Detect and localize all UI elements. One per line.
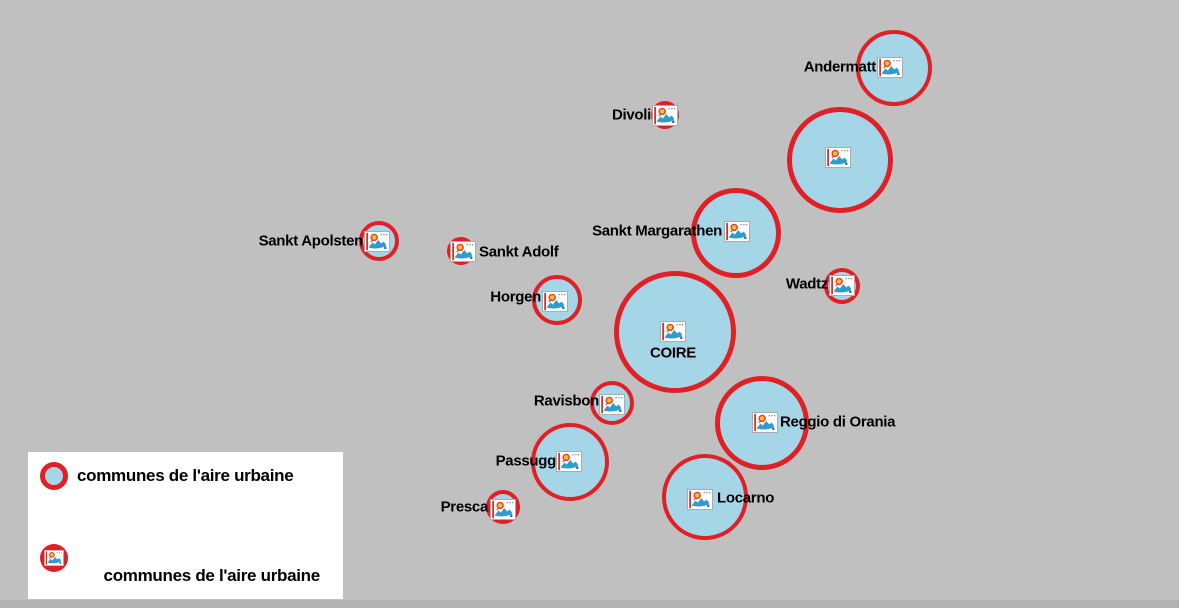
broken-image-icon xyxy=(877,56,903,78)
broken-image-icon xyxy=(542,290,568,312)
commune-label-andermatt: Andermatt xyxy=(803,58,877,76)
bottom-bar xyxy=(0,600,1179,608)
commune-label-divoli: Divoli xyxy=(611,106,651,124)
commune-label-reggio-di-orania: Reggio di Orania xyxy=(780,413,896,431)
broken-image-icon xyxy=(556,450,582,472)
commune-label-horgen: Horgen xyxy=(490,288,541,306)
legend: communes de l'aire urbaine communes de l… xyxy=(28,452,343,599)
commune-label-wadtz: Wadtz xyxy=(785,275,828,293)
broken-image-icon xyxy=(490,498,516,520)
broken-image-icon xyxy=(652,104,678,126)
commune-label-presca: Presca xyxy=(440,498,489,516)
broken-image-icon xyxy=(829,274,855,296)
commune-label-passugg: Passugg xyxy=(495,452,557,470)
legend-item-label: communes de l'aire urbaine xyxy=(77,466,294,485)
commune-label-coire: COIRE xyxy=(649,344,697,362)
commune-label-locarno: Locarno xyxy=(717,489,775,507)
commune-label-ravisbon: Ravisbon xyxy=(533,392,599,410)
broken-image-icon xyxy=(660,320,686,342)
legend-line: communes de l'aire urbaine xyxy=(103,566,321,585)
broken-image-icon xyxy=(450,240,476,262)
commune-label-sankt-margarathen: Sankt Margarathen xyxy=(592,222,722,240)
broken-image-icon xyxy=(752,411,778,433)
broken-image-icon xyxy=(687,488,713,510)
broken-image-icon xyxy=(364,230,390,252)
legend-item-label: communes de l'aire urbaine faisant parti… xyxy=(77,544,321,608)
broken-image-icon xyxy=(44,550,64,566)
broken-image-icon xyxy=(599,393,625,415)
broken-image-icon xyxy=(825,146,851,168)
legend-red-ring-icon xyxy=(40,462,68,490)
broken-image-icon xyxy=(724,220,750,242)
commune-label-sankt-apolsten: Sankt Apolsten xyxy=(258,232,364,250)
commune-circle-andermatt xyxy=(856,30,932,106)
legend-ccpl-ring-icon xyxy=(40,544,68,572)
commune-circle-ravisbon xyxy=(590,381,634,425)
commune-label-sankt-adolf: Sankt Adolf xyxy=(479,243,559,261)
commune-circle-locarno xyxy=(662,454,748,540)
